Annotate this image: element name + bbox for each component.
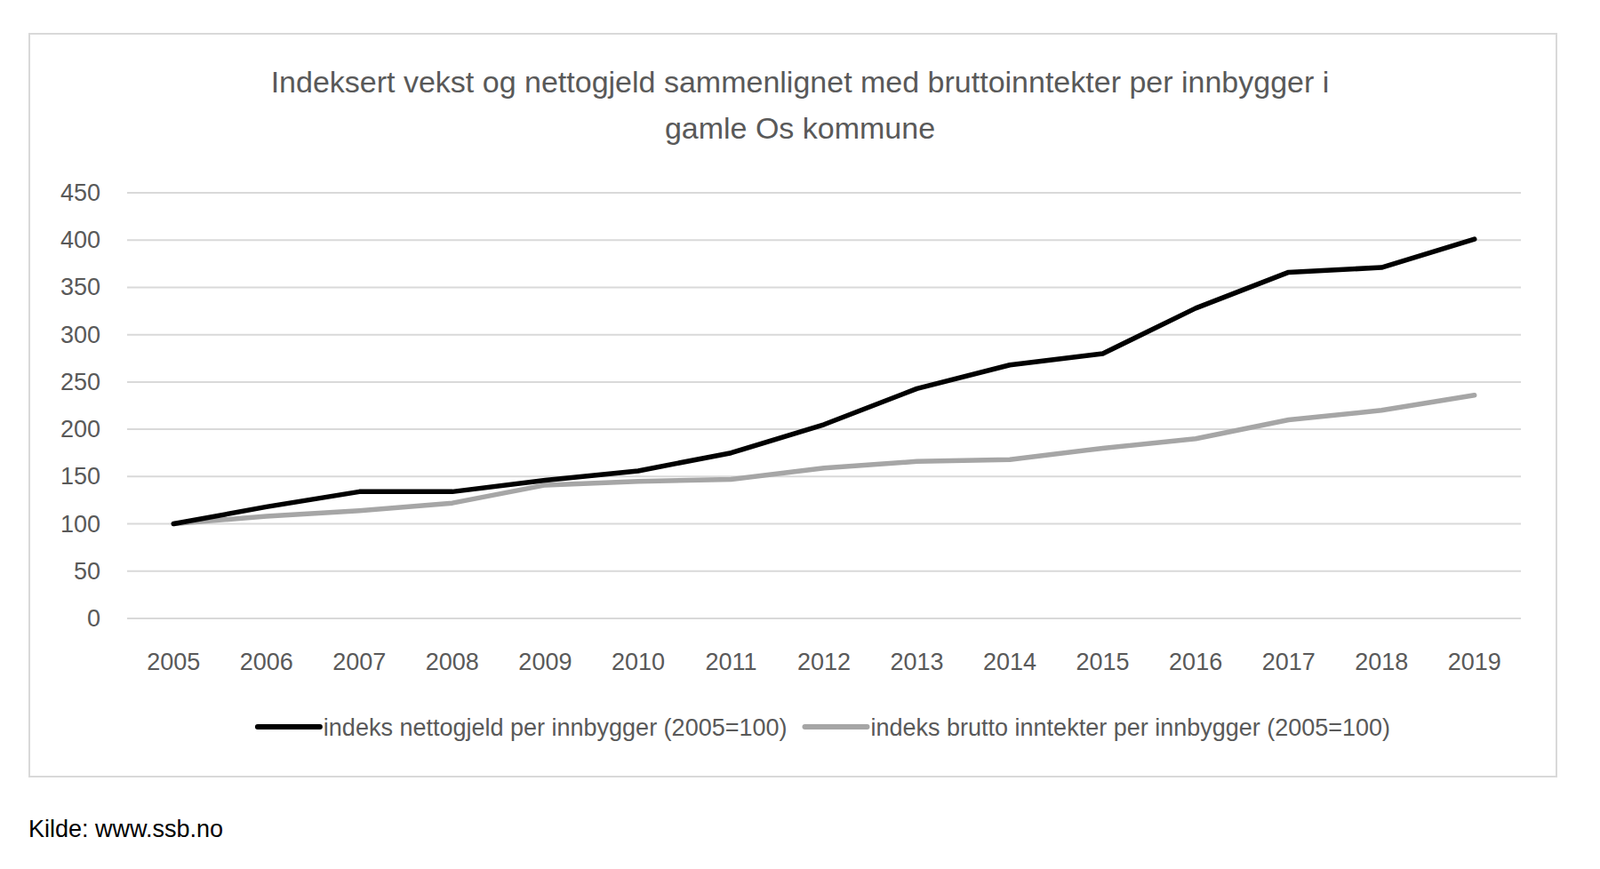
legend-swatch [804, 724, 867, 730]
y-tick-label: 50 [73, 558, 101, 585]
grid-line [127, 523, 1521, 526]
x-tick-label: 2013 [889, 648, 944, 676]
x-tick-label: 2019 [1448, 648, 1502, 676]
series-group [173, 239, 1474, 524]
y-tick-label: 250 [60, 368, 101, 396]
grid-line [127, 617, 1521, 620]
x-tick-label: 2012 [797, 648, 851, 676]
series-line [173, 395, 1474, 525]
grid-line [127, 381, 1521, 384]
x-tick-label: 2009 [518, 648, 572, 676]
x-axis-line [127, 617, 1521, 620]
x-tick-label: 2018 [1354, 648, 1408, 676]
grid-line [127, 192, 1521, 194]
x-tick-label: 2011 [704, 648, 757, 676]
y-tick-label: 350 [60, 273, 101, 301]
x-tick-label: 2005 [146, 648, 200, 676]
x-tick-label: 2014 [983, 648, 1037, 676]
y-tick-label: 450 [60, 179, 101, 207]
y-tick-label: 150 [60, 463, 101, 490]
grid-line [127, 286, 1521, 288]
legend-label: indeks brutto inntekter per innbygger (2… [870, 714, 1391, 742]
x-tick-label: 2006 [240, 648, 294, 676]
grid-line [127, 334, 1521, 336]
grid-line [127, 428, 1521, 431]
y-tick-label: 200 [60, 416, 101, 443]
grid [127, 192, 1521, 619]
grid-line [127, 239, 1521, 241]
y-tick-label: 100 [60, 511, 101, 538]
series-line [173, 239, 1474, 524]
source: Kilde: www.ssb.no [28, 816, 224, 844]
x-tick-label: 2017 [1262, 648, 1316, 676]
x-tick-label: 2007 [332, 648, 386, 676]
plot-top-line [127, 192, 1521, 194]
chart: 0 50 100 150 200 250 300 350 400 450 2005 2006 2007 2… [0, 0, 1600, 869]
title: Indeksert vekst og nettogjeld sammenlign… [266, 58, 1334, 152]
y-tick-label: 300 [60, 321, 101, 349]
grid-line [127, 570, 1521, 573]
x-tick-label: 2008 [425, 648, 480, 676]
x-tick-label: 2010 [611, 648, 665, 676]
legend: indeks nettogjeld per innbygger (2005=10… [257, 714, 1391, 742]
legend-swatch [257, 724, 320, 730]
x-tick-label: 2015 [1076, 648, 1130, 676]
y-tick-label: 0 [87, 605, 101, 632]
legend-label: indeks nettogjeld per innbygger (2005=10… [323, 714, 788, 742]
grid-line [127, 475, 1521, 478]
y-tick-label: 400 [60, 226, 101, 254]
x-tick-label: 2016 [1168, 648, 1223, 676]
